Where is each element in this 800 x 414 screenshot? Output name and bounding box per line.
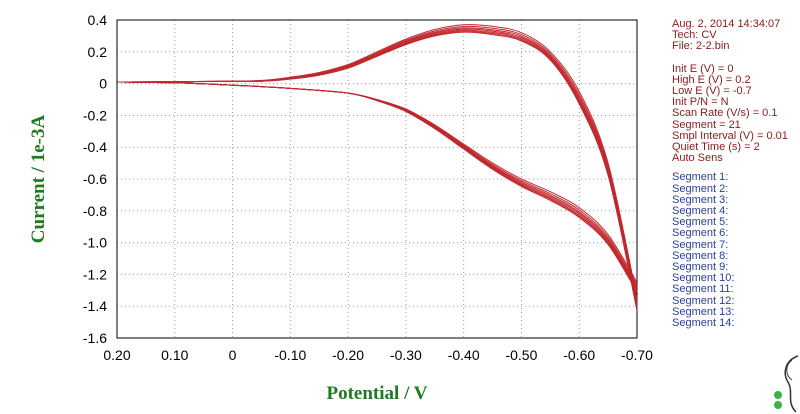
cv-anodic-sweep-line [116,29,638,308]
cv-cathodic-sweep-line [116,81,638,287]
segment-line: Segment 11: [672,283,734,296]
y-tick-label: -1.4 [83,298,107,314]
y-tick-labels: 0.4 0.2 0 -0.2 -0.4 -0.6 -0.8 -1.0 -1.2 -1.4 -1.6 [83,12,107,346]
x-tick-label: -0.30 [390,347,422,363]
segment-line: Segment 8: [672,249,729,262]
x-tick-label: -0.60 [563,347,595,363]
y-tick-label: -0.6 [83,171,107,187]
x-tick-labels: 0.20 0.10 0 -0.10 -0.20 -0.30 -0.40 -0.50 -0.60 -… [103,347,653,363]
segment-line: Segment 12: [672,294,735,307]
parameter-line: Smpl Interval (V) = 0.01 [672,129,788,142]
parameter-line: Init E (V) = 0 [672,62,734,75]
parameter-line: Segment = 21 [672,118,741,131]
x-tick-label: -0.70 [621,347,653,363]
x-tick-label: -0.20 [332,347,364,363]
cv-curves [116,24,638,311]
segment-line: Segment 10: [672,272,735,285]
cv-anodic-sweep-line [116,31,638,311]
parameter-line: Quiet Time (s) = 2 [672,141,760,154]
y-tick-label: -1.0 [83,235,107,251]
y-tick-label: -0.4 [83,139,107,155]
cv-cathodic-sweep-line [116,81,638,289]
segment-line: Segment 3: [672,193,729,206]
segment-line: Segment 4: [672,205,729,218]
parameter-line: Low E (V) = -0.7 [672,85,752,98]
segment-line: Segment 5: [672,216,729,229]
y-tick-label: -0.8 [83,203,107,219]
x-tick-label: -0.10 [274,347,306,363]
info-panel: Aug. 2, 2014 14:34:07 Tech: CV File: 2-2.b… [672,18,788,329]
plot-frame [116,19,638,339]
x-tick-label: 0 [229,347,237,363]
parameter-line: Init P/N = N [672,96,729,109]
info-parameters: Init E (V) = 0 High E (V) = 0.2 Low E (V) … [672,62,788,165]
cv-cathodic-sweep-line [116,81,638,283]
y-tick-label: -1.2 [83,266,107,282]
info-header-line: Aug. 2, 2014 14:34:07 [672,18,781,30]
segment-line: Segment 9: [672,261,729,274]
y-tick-label: -0.2 [83,107,107,123]
segment-list: Segment 1: Segment 2: Segment 3: Segment 4:… [672,172,788,329]
segment-line: Segment 2: [672,182,729,195]
parameter-line: Auto Sens [672,152,723,165]
y-tick-label: 0.2 [88,44,108,60]
info-header-line: File: 2-2.bin [672,40,730,53]
segment-line: Segment 6: [672,227,729,240]
x-tick-label: -0.50 [505,347,537,363]
watermark-logo-icon [774,355,799,413]
cv-anodic-sweep-line [116,30,638,310]
cv-cathodic-sweep-line [116,81,638,292]
grid-lines [117,20,637,338]
y-axis-title: Current / 1e-3A [28,115,49,244]
y-tick-label: 0 [99,76,107,92]
cv-cathodic-sweep-line [116,81,638,293]
segment-line: Segment 7: [672,238,729,251]
y-tick-label: 0.4 [88,12,108,28]
cv-chart: 0.20 0.10 0 -0.10 -0.20 -0.30 -0.40 -0.50 -0.60-… [28,12,653,404]
segment-line: Segment 14: [672,317,735,330]
cv-cathodic-sweep-line [116,81,638,290]
parameter-line: High E (V) = 0.2 [672,73,751,86]
x-tick-label: 0.10 [161,347,188,363]
info-header-line: Tech: CV [672,29,717,42]
segment-line: Segment 1: [672,171,729,184]
parameter-line: Scan Rate (V/s) = 0.1 [672,107,778,120]
x-axis-title: Potential / V [327,383,428,404]
cv-cathodic-sweep-line [116,81,638,285]
y-tick-label: -1.6 [83,330,107,346]
segment-line: Segment 13: [672,305,735,318]
x-tick-label: 0.20 [103,347,130,363]
info-header: Aug. 2, 2014 14:34:07 Tech: CV File: 2-2.b… [672,18,788,53]
x-tick-label: -0.40 [448,347,480,363]
